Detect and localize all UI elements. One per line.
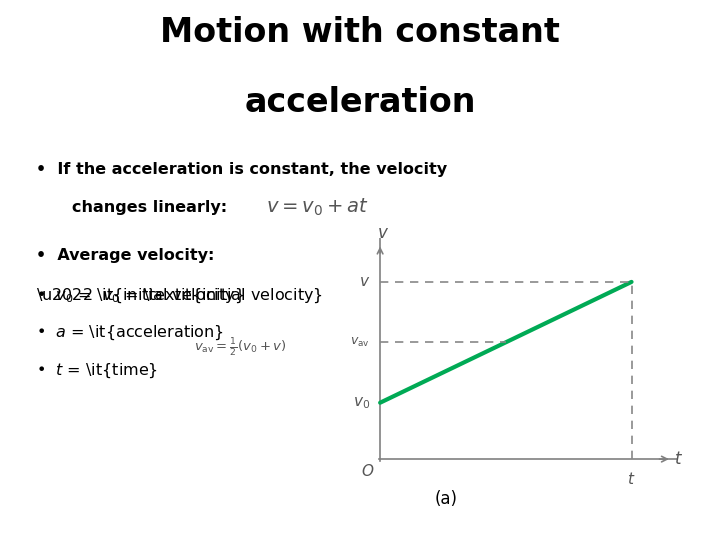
Text: •  $v_0$ = \it{initial velocity}: • $v_0$ = \it{initial velocity} [36,286,244,305]
Text: $v = v_0 + at$: $v = v_0 + at$ [266,197,369,218]
Text: $t$: $t$ [627,471,636,487]
Text: •  $t$ = \it{time}: • $t$ = \it{time} [36,362,158,380]
Text: •  $a$ = \it{acceleration}: • $a$ = \it{acceleration} [36,324,224,342]
Text: $O$: $O$ [361,463,374,479]
Text: $v_{\rm av}$: $v_{\rm av}$ [351,336,370,349]
Text: \u2022  $v_0$ = \textit{initial velocity}: \u2022 $v_0$ = \textit{initial velocity} [36,286,323,305]
Text: $t$: $t$ [675,450,683,468]
Text: $v_{\rm av}{=}\frac{1}{2}(v_0+v)$: $v_{\rm av}{=}\frac{1}{2}(v_0+v)$ [194,338,287,359]
Text: changes linearly:: changes linearly: [72,200,227,215]
Text: $v$: $v$ [359,274,370,289]
Text: •  Average velocity:: • Average velocity: [36,248,215,264]
Text: (a): (a) [435,490,458,508]
Text: •  If the acceleration is constant, the velocity: • If the acceleration is constant, the v… [36,162,447,177]
Text: acceleration: acceleration [244,86,476,119]
Text: $v$: $v$ [377,224,389,241]
Text: Motion with constant: Motion with constant [160,16,560,49]
Text: $v_0$: $v_0$ [353,395,370,410]
